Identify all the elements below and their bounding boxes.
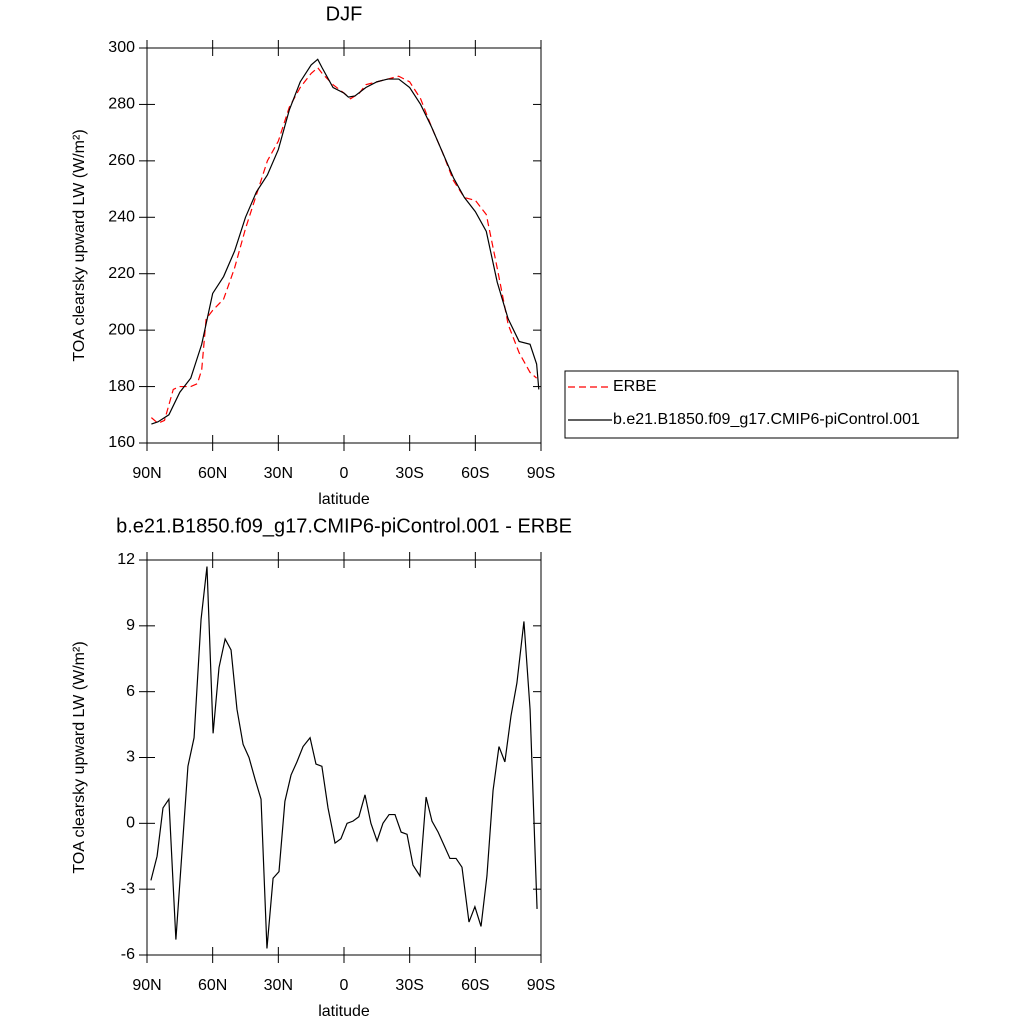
data-line <box>150 66 538 424</box>
x-axis-label: latitude <box>318 1003 370 1020</box>
y-tick-label: 6 <box>126 683 135 700</box>
x-tick-label: 30S <box>395 465 423 482</box>
y-tick-label: 240 <box>108 209 135 226</box>
data-line <box>150 566 538 949</box>
y-tick-label: 0 <box>126 815 135 832</box>
y-tick-label: 300 <box>108 39 135 56</box>
y-axis-label: TOA clearsky upward LW (W/m²) <box>71 129 88 361</box>
data-line <box>151 58 540 425</box>
x-tick-label: 60N <box>198 465 227 482</box>
chart-title: DJF <box>326 3 363 25</box>
legend-label: b.e21.B1850.f09_g17.CMIP6-piControl.001 <box>613 411 920 428</box>
x-tick-label: 60S <box>461 977 489 994</box>
plot-frame <box>146 559 542 956</box>
plot-frame <box>146 47 542 444</box>
y-axis-label: TOA clearsky upward LW (W/m²) <box>71 641 88 873</box>
x-tick-label: 60S <box>461 465 489 482</box>
chart-title: b.e21.B1850.f09_g17.CMIP6-piControl.001 … <box>116 515 572 537</box>
x-tick-label: 60N <box>198 977 227 994</box>
x-axis-label: latitude <box>318 491 370 508</box>
x-tick-label: 30N <box>264 465 293 482</box>
y-tick-label: 180 <box>108 378 135 395</box>
y-tick-label: 3 <box>126 749 135 766</box>
y-tick-label: 220 <box>108 265 135 282</box>
y-tick-label: 200 <box>108 321 135 338</box>
y-tick-label: 260 <box>108 152 135 169</box>
y-tick-label: 280 <box>108 96 135 113</box>
x-tick-label: 30N <box>264 977 293 994</box>
x-tick-label: 0 <box>340 465 349 482</box>
y-tick-label: 160 <box>108 434 135 451</box>
x-tick-label: 90S <box>527 977 555 994</box>
y-tick-label: -3 <box>121 880 135 897</box>
x-tick-label: 0 <box>340 977 349 994</box>
y-tick-label: 12 <box>117 551 135 568</box>
x-tick-label: 90N <box>132 977 161 994</box>
y-tick-label: -6 <box>121 946 135 963</box>
x-tick-label: 90S <box>527 465 555 482</box>
y-tick-label: 9 <box>126 617 135 634</box>
x-tick-label: 90N <box>132 465 161 482</box>
legend-box <box>564 370 959 439</box>
legend-label: ERBE <box>613 378 657 395</box>
x-tick-label: 30S <box>395 977 423 994</box>
